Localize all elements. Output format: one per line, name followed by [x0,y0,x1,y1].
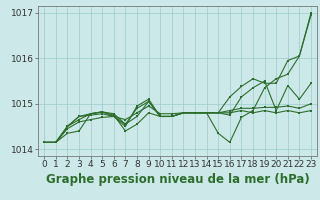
X-axis label: Graphe pression niveau de la mer (hPa): Graphe pression niveau de la mer (hPa) [46,173,309,186]
